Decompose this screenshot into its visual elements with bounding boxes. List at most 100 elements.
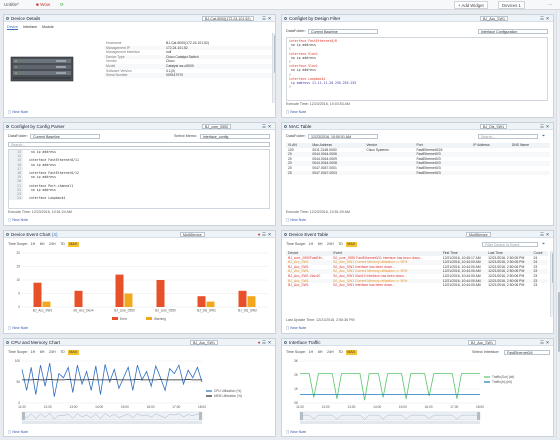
bar-error[interactable]: [197, 296, 206, 307]
legend-label[interactable]: CPU Utilization (%): [214, 389, 241, 393]
tab-untitled[interactable]: Untitle^: [4, 2, 20, 7]
menu-icon[interactable]: ☰: [262, 231, 268, 237]
alert-icon[interactable]: ●: [257, 231, 263, 237]
range-7d[interactable]: 7D: [338, 242, 343, 246]
new-note-link[interactable]: ▢ New Note: [286, 110, 307, 114]
range-7d[interactable]: 7D: [60, 350, 65, 354]
filter-input[interactable]: Filter Device or Event: [482, 242, 538, 247]
device-select[interactable]: BJ_Acc_SW1: [468, 340, 496, 345]
filter-icon[interactable]: ⏷: [542, 242, 546, 246]
legend-label[interactable]: Warning: [154, 317, 166, 321]
bar-error[interactable]: [156, 280, 165, 307]
range-6h[interactable]: 6H: [317, 350, 323, 354]
bar-error[interactable]: [238, 290, 247, 307]
column-header[interactable]: Vendor: [366, 143, 378, 147]
table-row[interactable]: 20 0044.0044.0009 FastEthernet0/3: [286, 157, 550, 162]
table-row[interactable]: BJ_Acc_SW1 BJ_Acc_SW1 Current Memory util…: [286, 269, 548, 274]
collapse-icon[interactable]: [6, 124, 9, 128]
range-1h[interactable]: 1H: [30, 242, 36, 246]
column-header[interactable]: Mac Address: [312, 143, 332, 147]
menu-icon[interactable]: ☰: [262, 123, 268, 129]
collapse-icon[interactable]: [6, 340, 9, 344]
close-icon[interactable]: ✕: [267, 15, 273, 21]
bar-warning[interactable]: [247, 296, 256, 307]
table-row[interactable]: BJ_Acc_SW1 BJ_Acc_SW1 Interface has been …: [286, 265, 548, 270]
menu-icon[interactable]: ☰: [540, 15, 546, 21]
search-input[interactable]: Search...: [8, 142, 270, 147]
range-1h[interactable]: 1H: [308, 350, 314, 354]
table-row[interactable]: 20 0047.0047.0003 FastEthernet0/3: [286, 170, 550, 176]
close-icon[interactable]: ✕: [545, 123, 551, 129]
range-6h[interactable]: 6H: [39, 242, 45, 246]
collapse-icon[interactable]: [6, 232, 9, 236]
navigator-scrollbar[interactable]: [300, 421, 480, 424]
navigator-handle-right[interactable]: [199, 412, 202, 420]
table-row[interactable]: BJ_Acc_SW1 BJ_Acc_SW1 Current Memory util…: [286, 278, 548, 284]
table-row[interactable]: 20 0044.0044.0006 FastEthernet0/3: [286, 152, 550, 157]
table-row[interactable]: BJ_Acc_SW1 BJ_Acc_SW1 Interface has been …: [286, 283, 548, 288]
bar-error[interactable]: [74, 290, 83, 307]
new-note-link[interactable]: ▢ New Note: [8, 218, 29, 222]
navigator-scrollbar[interactable]: [22, 421, 202, 424]
search-input[interactable]: Search...: [478, 134, 538, 139]
device-select[interactable]: MultiDevice: [180, 232, 205, 237]
range-1h[interactable]: 1H: [308, 242, 314, 246]
navigator-handle-left[interactable]: [22, 412, 25, 420]
column-header[interactable]: DNS Name: [511, 143, 530, 147]
close-icon[interactable]: ✕: [545, 339, 551, 345]
close-icon[interactable]: ✕: [267, 123, 273, 129]
legend-label[interactable]: MEM Utilization (%): [214, 394, 242, 398]
menu-icon[interactable]: ☰: [262, 15, 268, 21]
refresh-icon[interactable]: ⟳: [60, 2, 64, 7]
column-header[interactable]: Last Time: [488, 251, 503, 255]
range-navigator[interactable]: [21, 411, 203, 421]
close-icon[interactable]: ✕: [267, 339, 273, 345]
range-24h[interactable]: 24H: [49, 242, 56, 246]
column-header[interactable]: IP Address: [473, 143, 490, 147]
range-1h[interactable]: 1H: [30, 350, 36, 354]
tab-interface[interactable]: Interface: [23, 25, 37, 29]
range-max[interactable]: MAX: [67, 350, 79, 355]
datafolder-select[interactable]: 12/23/2016, 10:50:51 AM: [308, 134, 378, 139]
device-select[interactable]: BJ_Acc_SW1: [480, 16, 508, 21]
column-header[interactable]: First Time: [442, 251, 458, 255]
table-row[interactable]: 20 0044.0044.0008 FastEthernet0/3: [286, 161, 550, 166]
device-select[interactable]: BJ-Cat-5000(172.24.101.52): [202, 16, 254, 21]
collapse-icon[interactable]: [6, 16, 9, 20]
new-note-link[interactable]: ▢ New Note: [8, 430, 29, 434]
alert-icon[interactable]: ●: [257, 339, 263, 345]
range-24h[interactable]: 24H: [327, 242, 334, 246]
legend-label[interactable]: Traffic(Out) (bit): [492, 375, 514, 379]
new-note-link[interactable]: ▢ New Note: [286, 326, 307, 330]
menu-icon[interactable]: ☰: [540, 123, 546, 129]
range-7d[interactable]: 7D: [60, 242, 65, 246]
table-row[interactable]: 100 0011.2148.0000 Cisco Systems FastEthern…: [286, 148, 550, 153]
table-row[interactable]: BJ_Acc_SW1 Vlan10 BJ_Acc_SW1 Vlan10 Inter…: [286, 274, 548, 279]
bar-error[interactable]: [33, 282, 42, 307]
close-icon[interactable]: ✕: [545, 15, 551, 21]
new-note-link[interactable]: ▢ New Note: [8, 326, 29, 330]
bar-warning[interactable]: [42, 301, 51, 307]
new-note-link[interactable]: ▢ New Note: [8, 110, 29, 114]
new-note-link[interactable]: ▢ New Note: [286, 430, 307, 434]
devices-button[interactable]: Devices 1: [498, 1, 525, 9]
table-row[interactable]: BJ_core_0550FastEth... BJ_core_0550 FastE…: [286, 256, 548, 261]
collapse-icon[interactable]: [284, 124, 287, 128]
range-max[interactable]: MAX: [345, 242, 357, 247]
collapse-icon[interactable]: [284, 232, 287, 236]
collapse-icon[interactable]: [284, 16, 287, 20]
range-7d[interactable]: 7D: [338, 350, 343, 354]
range-max[interactable]: MAX: [345, 350, 357, 355]
tab-wow[interactable]: ■ Wow: [36, 2, 51, 7]
device-select[interactable]: BJ_Acc_SW1: [190, 340, 218, 345]
bar-warning[interactable]: [124, 293, 133, 308]
tab-module[interactable]: Module: [41, 25, 54, 29]
range-24h[interactable]: 24H: [327, 350, 334, 354]
bar-warning[interactable]: [206, 301, 215, 307]
legend-label[interactable]: Error: [120, 317, 128, 321]
device-select[interactable]: BJ_core_0550: [202, 124, 232, 129]
add-widget-button[interactable]: + Add Widget: [454, 1, 488, 9]
scrollbar[interactable]: [550, 251, 553, 317]
column-header[interactable]: Device: [288, 251, 299, 255]
series-line-0[interactable]: [300, 373, 480, 401]
